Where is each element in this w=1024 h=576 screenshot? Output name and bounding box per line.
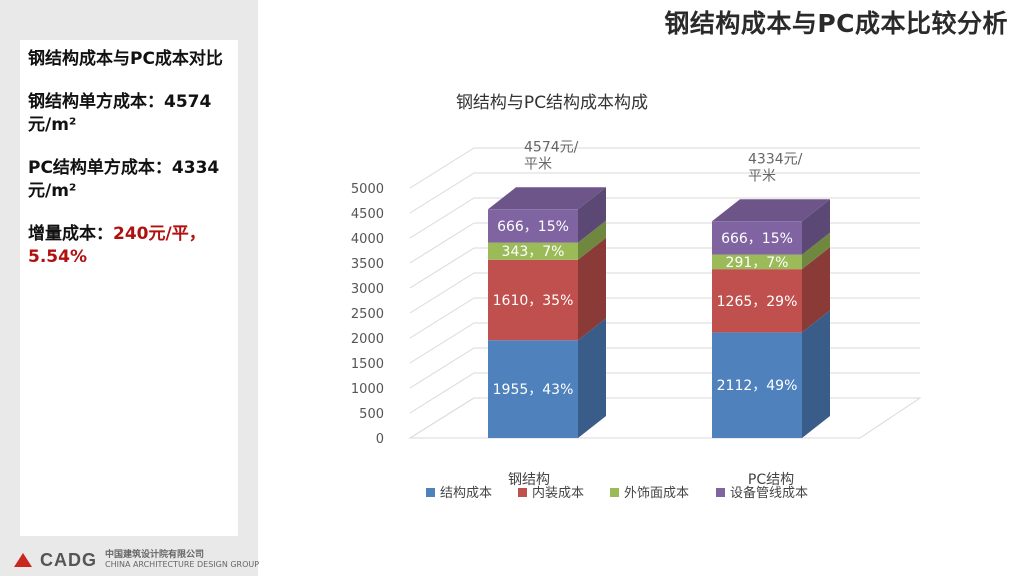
y-tick-label: 3500	[351, 257, 384, 272]
bar-segment-side	[802, 199, 830, 255]
bar-top-face	[488, 187, 606, 210]
bar-segment-side	[578, 237, 606, 341]
legend-swatch	[518, 488, 527, 497]
legend-swatch	[610, 488, 619, 497]
total-label: 4574元/平米	[524, 139, 579, 172]
company-logo: CADG 中国建筑设计院有限公司 CHINA ARCHITECTURE DESI…	[14, 549, 259, 571]
legend-label: 设备管线成本	[730, 485, 808, 501]
bar-top-face	[712, 199, 830, 222]
logo-wordmark: CADG	[40, 549, 97, 570]
chart-floor	[408, 397, 922, 439]
gridline-diagonal	[409, 147, 475, 189]
bar-segment-front	[488, 340, 578, 438]
panel-heading: 钢结构成本与PC成本对比	[28, 49, 223, 69]
bar-segment-side	[578, 318, 606, 438]
data-label: 666，15%	[497, 219, 569, 235]
stacked-bar-chart: 钢结构与PC结构成本构成 0 500 1000 1500 2000 2500 3000 3500…	[351, 93, 922, 501]
bar-segment-side	[802, 232, 830, 270]
bar-segment-side	[802, 310, 830, 438]
logo-chinese-name: 中国建筑设计院有限公司	[105, 550, 205, 560]
data-label: 666，15%	[721, 231, 793, 247]
bar-segment-front	[488, 209, 578, 243]
y-tick-label: 4000	[351, 232, 384, 247]
logo-triangle-icon	[14, 553, 32, 567]
y-tick-label: 5000	[351, 182, 384, 197]
left-text-block: 钢结构成本与PC成本对比 钢结构单方成本：4574元/m² PC结构单方成本：4…	[28, 48, 238, 289]
y-tick-label: 500	[359, 407, 384, 422]
gridline-diagonal	[409, 372, 475, 414]
steel-unit-cost: 钢结构单方成本：4574元/m²	[28, 92, 212, 135]
slide-title: 钢结构成本与PC成本比较分析	[664, 9, 1008, 38]
data-label: 291，7%	[726, 255, 789, 271]
gridline-diagonal	[409, 322, 475, 364]
increment-cost: 增量成本：240元/平，5.54%	[28, 223, 238, 269]
gridline-diagonal	[409, 247, 475, 289]
y-tick-label: 1500	[351, 357, 384, 372]
bar-segment-front	[712, 221, 802, 255]
bar-segment-side	[578, 187, 606, 243]
pc-unit-cost: PC结构单方成本：4334元/m²	[28, 158, 220, 201]
legend-label: 结构成本	[440, 486, 492, 501]
bar-segment-front	[712, 254, 802, 270]
y-tick-label: 4500	[351, 207, 384, 222]
gridline-diagonal	[409, 222, 475, 264]
logo-english-name: CHINA ARCHITECTURE DESIGN GROUP	[105, 560, 260, 569]
x-category-label: PC结构	[748, 472, 794, 488]
chart-title: 钢结构与PC结构成本构成	[456, 93, 648, 113]
logo-subtitle: 中国建筑设计院有限公司 CHINA ARCHITECTURE DESIGN GR…	[105, 550, 260, 570]
gridline-diagonal	[409, 172, 475, 214]
increment-value: 240元/平，5.54%	[28, 224, 206, 267]
total-label: 4334元/平米	[748, 151, 803, 184]
data-label: 2112，49%	[717, 378, 798, 394]
gridline-diagonal	[409, 297, 475, 339]
data-label: 1265，29%	[717, 294, 798, 310]
y-tick-label: 3000	[351, 282, 384, 297]
x-category-label: 钢结构	[508, 472, 550, 488]
gridline-diagonal	[409, 347, 475, 389]
bar-segment-front	[712, 332, 802, 438]
increment-prefix: 增量成本：	[28, 224, 113, 244]
data-label: 1955，43%	[493, 382, 574, 398]
y-tick-label: 2000	[351, 332, 384, 347]
y-tick-label: 2500	[351, 307, 384, 322]
left-panel	[20, 40, 238, 536]
legend-label: 外饰面成本	[624, 486, 689, 501]
data-label: 343，7%	[502, 244, 565, 260]
data-label: 1610，35%	[493, 293, 574, 309]
gridline-diagonal	[409, 272, 475, 314]
legend-label: 内装成本	[532, 485, 584, 501]
y-tick-label: 0	[376, 432, 384, 447]
gridline-diagonal	[409, 197, 475, 239]
legend-swatch	[716, 488, 725, 497]
bar-segment-side	[802, 247, 830, 333]
bar-segment-side	[578, 220, 606, 260]
bar-segment-front	[712, 269, 802, 333]
y-tick-label: 1000	[351, 382, 384, 397]
bar-segment-front	[488, 242, 578, 260]
legend-swatch	[426, 488, 435, 497]
bar-segment-front	[488, 259, 578, 341]
